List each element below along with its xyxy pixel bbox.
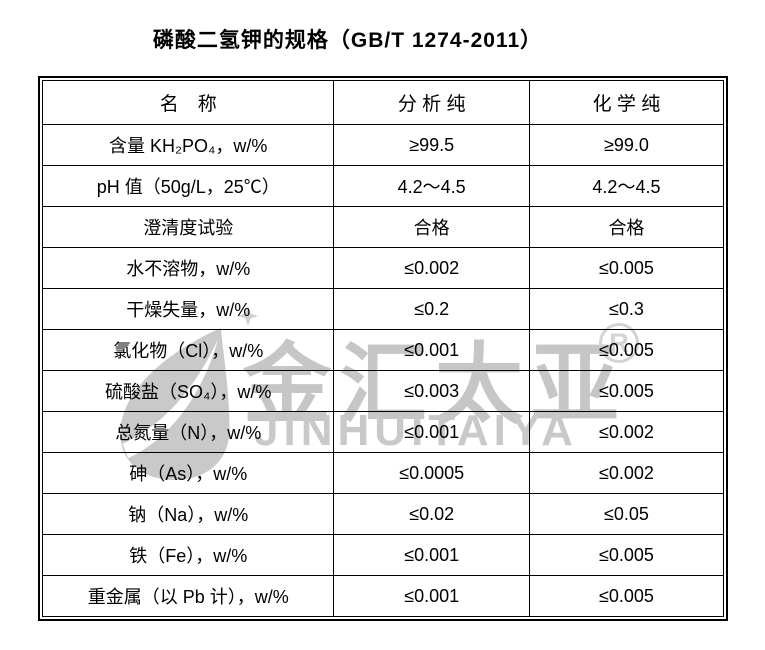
header-analytical: 分 析 纯	[333, 80, 530, 125]
analytical-value-cell: ≤0.003	[333, 370, 530, 412]
table-row: 重金属（以 Pb 计），w/% ≤0.001 ≤0.005	[41, 575, 725, 617]
analytical-value-cell: ≤0.002	[333, 247, 530, 289]
analytical-value-cell: ≥99.5	[333, 124, 530, 166]
spec-name-cell: 砷（As），w/%	[41, 452, 335, 494]
table-row: 水不溶物，w/% ≤0.002 ≤0.005	[41, 247, 725, 289]
spec-name-cell: 含量 KH₂PO₄，w/%	[41, 124, 335, 166]
table-row: 干燥失量，w/% ≤0.2 ≤0.3	[41, 288, 725, 330]
chemical-value-cell: ≤0.005	[528, 575, 725, 617]
table-row: 硫酸盐（SO₄），w/% ≤0.003 ≤0.005	[41, 370, 725, 412]
table-row: 铁（Fe），w/% ≤0.001 ≤0.005	[41, 534, 725, 576]
spec-name-cell: 干燥失量，w/%	[41, 288, 335, 330]
chemical-value-cell: ≤0.05	[528, 493, 725, 535]
spec-table: 名 称 分 析 纯 化 学 纯 含量 KH₂PO₄，w/% ≥99.5 ≥99.…	[41, 80, 725, 617]
spec-name-cell: 水不溶物，w/%	[41, 247, 335, 289]
analytical-value-cell: 合格	[333, 206, 530, 248]
table-header-row: 名 称 分 析 纯 化 学 纯	[41, 80, 725, 125]
chemical-value-cell: ≥99.0	[528, 124, 725, 166]
table-row: 砷（As），w/% ≤0.0005 ≤0.002	[41, 452, 725, 494]
table-row: 总氮量（N），w/% ≤0.001 ≤0.002	[41, 411, 725, 453]
table-row: 钠（Na），w/% ≤0.02 ≤0.05	[41, 493, 725, 535]
chemical-value-cell: 4.2～4.5	[528, 165, 725, 207]
spec-name-cell: 澄清度试验	[41, 206, 335, 248]
analytical-value-cell: ≤0.02	[333, 493, 530, 535]
table-row: pH 值（50g/L，25℃） 4.2～4.5 4.2～4.5	[41, 165, 725, 207]
chemical-value-cell: ≤0.005	[528, 370, 725, 412]
chemical-value-cell: 合格	[528, 206, 725, 248]
spec-name-cell: 铁（Fe），w/%	[41, 534, 335, 576]
analytical-value-cell: ≤0.001	[333, 575, 530, 617]
spec-name-cell: 氯化物（Cl），w/%	[41, 329, 335, 371]
spec-table-border: 名 称 分 析 纯 化 学 纯 含量 KH₂PO₄，w/% ≥99.5 ≥99.…	[38, 76, 728, 621]
analytical-value-cell: 4.2～4.5	[333, 165, 530, 207]
analytical-value-cell: ≤0.0005	[333, 452, 530, 494]
chemical-value-cell: ≤0.002	[528, 411, 725, 453]
chemical-value-cell: ≤0.005	[528, 534, 725, 576]
chemical-value-cell: ≤0.3	[528, 288, 725, 330]
analytical-value-cell: ≤0.001	[333, 534, 530, 576]
spec-name-cell: 硫酸盐（SO₄），w/%	[41, 370, 335, 412]
header-chemical: 化 学 纯	[528, 80, 725, 125]
spec-name-cell: 重金属（以 Pb 计），w/%	[41, 575, 335, 617]
table-row: 含量 KH₂PO₄，w/% ≥99.5 ≥99.0	[41, 124, 725, 166]
header-name: 名 称	[41, 80, 335, 125]
analytical-value-cell: ≤0.2	[333, 288, 530, 330]
analytical-value-cell: ≤0.001	[333, 411, 530, 453]
spec-name-cell: 钠（Na），w/%	[41, 493, 335, 535]
page-title: 磷酸二氢钾的规格（GB/T 1274-2011）	[152, 29, 543, 52]
table-row: 氯化物（Cl），w/% ≤0.001 ≤0.005	[41, 329, 725, 371]
chemical-value-cell: ≤0.005	[528, 329, 725, 371]
spec-name-cell: 总氮量（N），w/%	[41, 411, 335, 453]
analytical-value-cell: ≤0.001	[333, 329, 530, 371]
chemical-value-cell: ≤0.002	[528, 452, 725, 494]
table-row: 澄清度试验 合格 合格	[41, 206, 725, 248]
chemical-value-cell: ≤0.005	[528, 247, 725, 289]
spec-name-cell: pH 值（50g/L，25℃）	[41, 165, 335, 207]
